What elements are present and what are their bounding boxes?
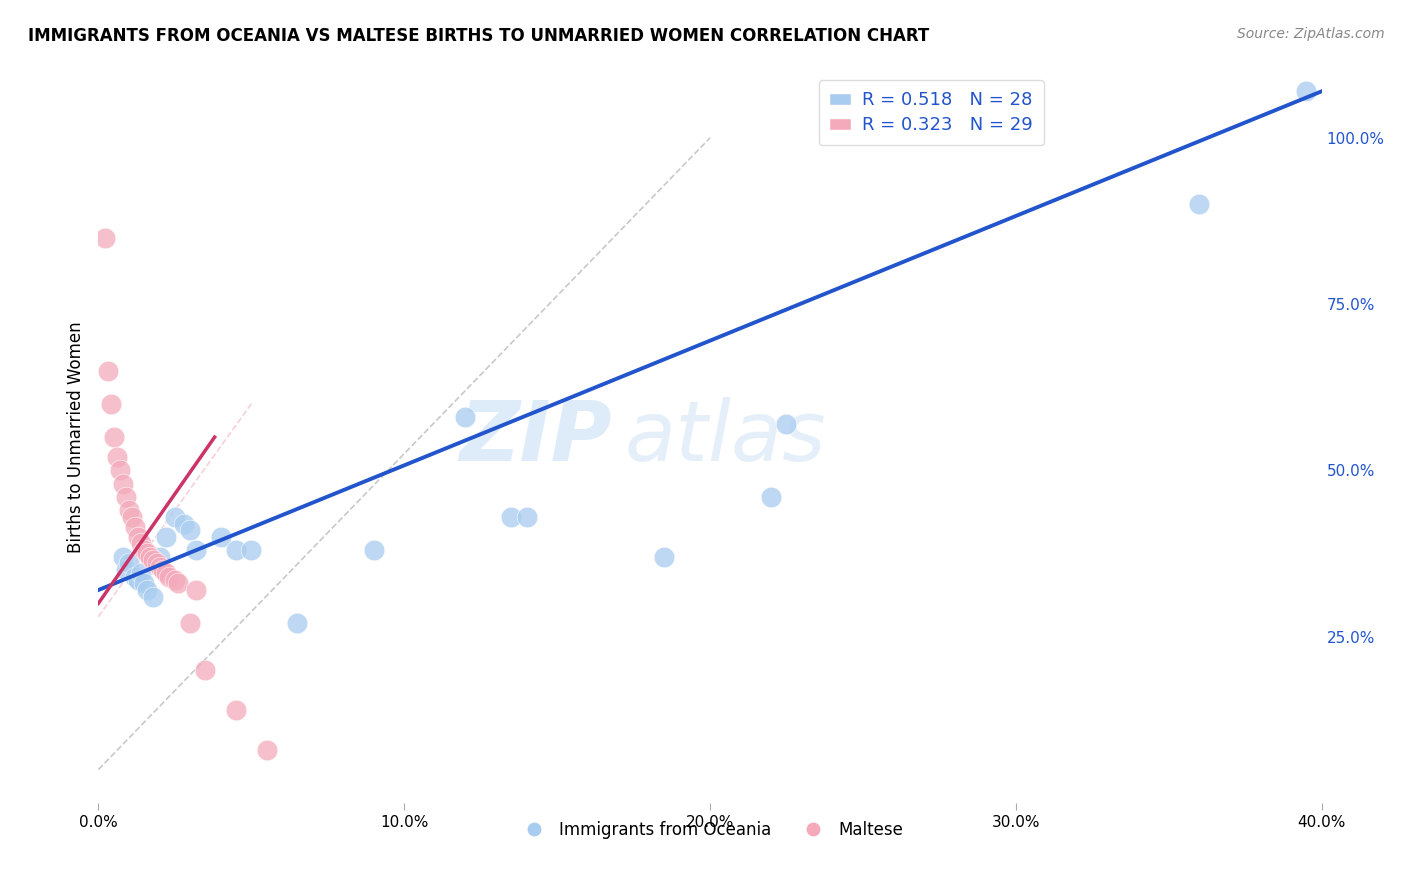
Point (157, 570, 180, 584)
Point (149, 549, 172, 564)
Point (127, 530, 149, 544)
Point (129, 536, 152, 550)
Point (225, 703, 247, 717)
Point (186, 543, 208, 558)
Y-axis label: Births to Unmarried Women: Births to Unmarried Women (66, 321, 84, 553)
Point (186, 582, 208, 597)
Point (108, 463, 131, 477)
Point (163, 509, 186, 524)
Point (179, 616, 201, 631)
Point (127, 573, 149, 587)
Point (142, 553, 165, 567)
Point (173, 516, 195, 531)
Point (118, 503, 141, 517)
Point (134, 543, 156, 558)
Point (1295, 84, 1317, 98)
Point (1188, 197, 1211, 211)
Point (142, 590, 165, 604)
Point (149, 559, 172, 574)
Point (103, 430, 125, 444)
Point (167, 576, 190, 591)
Point (129, 566, 152, 581)
Point (775, 417, 797, 431)
Point (256, 742, 278, 756)
Point (124, 520, 146, 534)
Text: ZIP: ZIP (460, 397, 612, 477)
Point (761, 490, 783, 504)
Text: atlas: atlas (624, 397, 827, 477)
Point (100, 397, 122, 411)
Point (155, 566, 177, 581)
Point (115, 563, 138, 577)
Point (163, 573, 186, 587)
Point (124, 570, 146, 584)
Point (111, 549, 134, 564)
Point (225, 543, 247, 558)
Point (194, 663, 217, 677)
Point (93, 230, 115, 244)
Point (118, 557, 141, 571)
Point (652, 549, 675, 564)
Point (111, 476, 134, 491)
Point (285, 616, 308, 631)
Point (121, 509, 143, 524)
Point (115, 490, 138, 504)
Point (209, 530, 232, 544)
Point (179, 523, 201, 537)
Point (136, 546, 159, 560)
Point (139, 549, 162, 564)
Point (134, 576, 156, 591)
Point (136, 582, 159, 597)
Text: IMMIGRANTS FROM OCEANIA VS MALTESE BIRTHS TO UNMARRIED WOMEN CORRELATION CHART: IMMIGRANTS FROM OCEANIA VS MALTESE BIRTH… (28, 27, 929, 45)
Point (105, 450, 128, 464)
Point (145, 557, 167, 571)
Point (363, 543, 385, 558)
Point (155, 530, 177, 544)
Text: Source: ZipAtlas.com: Source: ZipAtlas.com (1237, 27, 1385, 41)
Point (454, 410, 477, 425)
Point (97, 363, 120, 377)
Legend: Immigrants from Oceania, Maltese: Immigrants from Oceania, Maltese (510, 814, 910, 846)
Point (501, 509, 523, 524)
Point (240, 543, 263, 558)
Point (516, 509, 538, 524)
Point (152, 563, 174, 577)
